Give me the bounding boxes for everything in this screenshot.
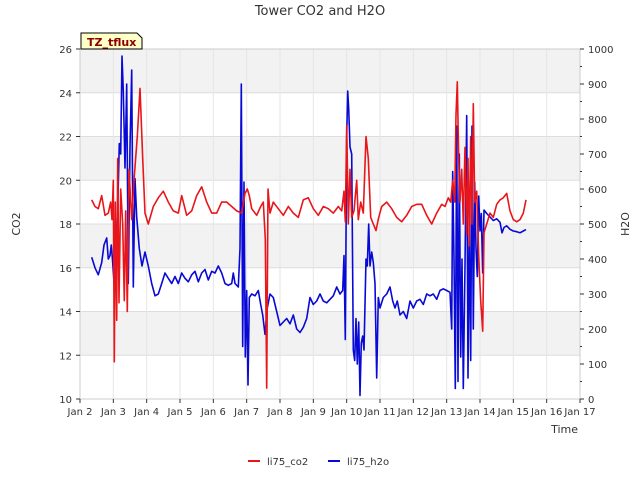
- site-badge-label: TZ_tflux: [87, 36, 136, 49]
- y-right-tick-label: 700: [588, 150, 607, 161]
- y-right-tick-label: 0: [588, 395, 594, 406]
- legend: li75_co2 li75_h2o: [248, 457, 389, 468]
- x-tick-label: Jan 10: [330, 407, 362, 418]
- y-right-tick-label: 1000: [588, 45, 613, 56]
- x-tick-label: Jan 15: [497, 407, 529, 418]
- y-left-tick-label: 10: [59, 395, 72, 406]
- y-right-tick-label: 500: [588, 220, 607, 231]
- y-right-tick-label: 100: [588, 360, 607, 371]
- y-right-tick-label: 400: [588, 255, 607, 266]
- y-left-tick-label: 22: [59, 133, 72, 144]
- site-badge: TZ_tflux: [80, 32, 143, 50]
- x-tick-label: Jan 16: [530, 407, 562, 418]
- axes: Jan 2 Jan 3 Jan 4 Jan 5 Jan 6 Jan 7 Jan 8 Jan 9…: [59, 45, 613, 418]
- y-right-tick-label: 300: [588, 290, 607, 301]
- x-axis-label: Time: [550, 423, 578, 436]
- legend-label-li75_co2: li75_co2: [267, 457, 308, 468]
- series-line-li75_h2o: [90, 55, 527, 397]
- y-right-tick-label: 800: [588, 115, 607, 126]
- x-tick-label: Jan 8: [267, 407, 293, 418]
- x-tick-label: Jan 14: [463, 407, 495, 418]
- plot-background-bands: [80, 49, 580, 356]
- x-tick-label: Jan 5: [167, 407, 193, 418]
- series-line-li75_co2: [90, 81, 527, 389]
- background-band: [80, 136, 580, 181]
- y-left-tick-label: 12: [59, 351, 72, 362]
- x-tick-label: Jan 12: [397, 407, 429, 418]
- x-tick-label: Jan 2: [67, 407, 93, 418]
- background-band: [80, 224, 580, 268]
- x-tick-label: Jan 17: [563, 407, 595, 418]
- y-left-tick-label: 14: [59, 308, 72, 319]
- chart-title: Tower CO2 and H2O: [254, 4, 385, 19]
- y-right-tick-label: 900: [588, 80, 607, 91]
- x-tick-label: Jan 11: [363, 407, 395, 418]
- legend-label-li75_h2o: li75_h2o: [347, 457, 389, 468]
- x-tick-label: Jan 3: [100, 407, 126, 418]
- y-axis-right-label: H2O: [619, 212, 632, 236]
- x-tick-label: Jan 13: [430, 407, 462, 418]
- y-left-tick-label: 26: [59, 45, 72, 56]
- y-right-tick-label: 200: [588, 325, 607, 336]
- y-left-tick-label: 18: [59, 220, 72, 231]
- plot-area: [90, 55, 527, 397]
- y-axis-left-label: CO2: [10, 212, 23, 235]
- x-tick-label: Jan 6: [200, 407, 226, 418]
- background-band: [80, 311, 580, 356]
- x-tick-label: Jan 4: [133, 407, 159, 418]
- y-left-tick-label: 24: [59, 89, 72, 100]
- x-tick-label: Jan 7: [233, 407, 259, 418]
- y-left-tick-label: 16: [59, 264, 72, 275]
- site-badge-box: [80, 32, 143, 50]
- y-left-tick-label: 20: [59, 176, 72, 187]
- y-right-tick-label: 600: [588, 185, 607, 196]
- background-band: [80, 49, 580, 93]
- x-tick-label: Jan 9: [300, 407, 326, 418]
